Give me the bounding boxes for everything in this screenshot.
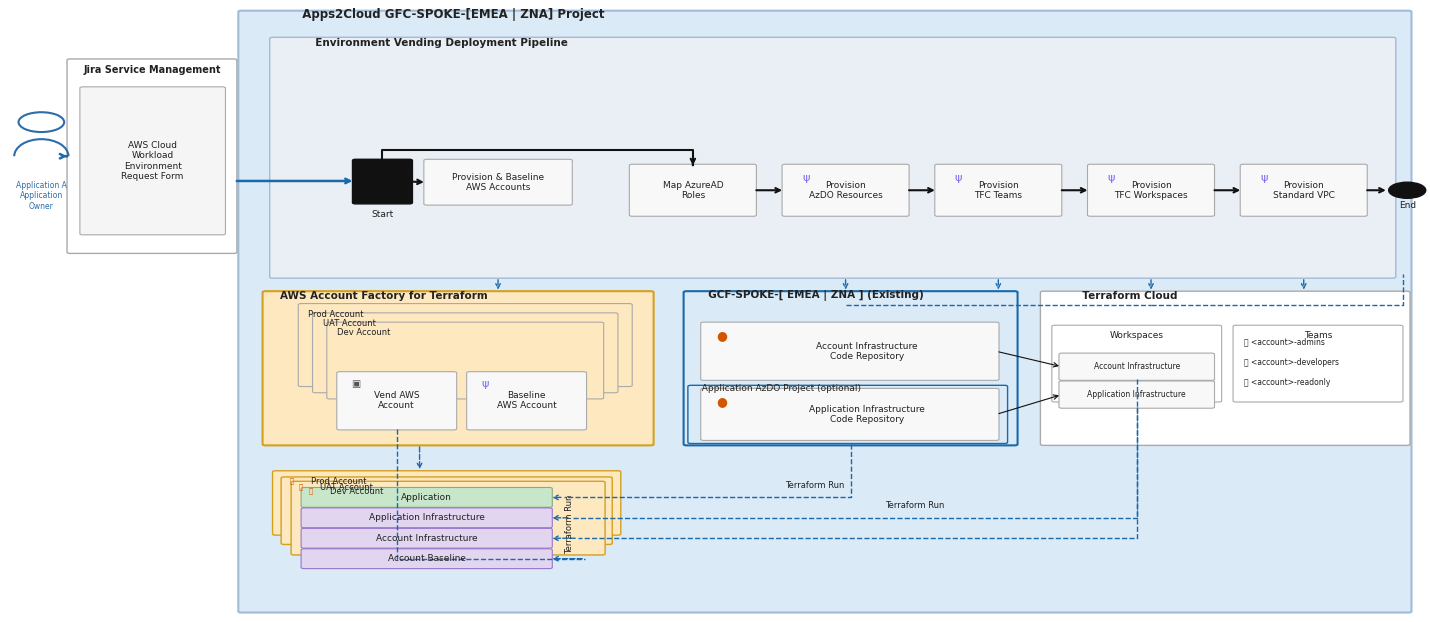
- FancyBboxPatch shape: [1087, 164, 1214, 216]
- Text: Apps2Cloud GFC-SPOKE-[EMEA | ZNA] Project: Apps2Cloud GFC-SPOKE-[EMEA | ZNA] Projec…: [295, 8, 605, 21]
- FancyBboxPatch shape: [1240, 164, 1367, 216]
- Text: Environment Vending Deployment Pipeline: Environment Vending Deployment Pipeline: [309, 39, 568, 49]
- Text: ψ: ψ: [1260, 173, 1267, 183]
- FancyBboxPatch shape: [282, 477, 612, 544]
- FancyBboxPatch shape: [337, 372, 456, 430]
- Text: Provision
AzDO Resources: Provision AzDO Resources: [809, 180, 882, 200]
- Text: Account Baseline: Account Baseline: [388, 554, 466, 563]
- FancyBboxPatch shape: [239, 11, 1411, 613]
- FancyBboxPatch shape: [302, 508, 552, 527]
- Text: Application AzDO Project (optional): Application AzDO Project (optional): [696, 384, 861, 392]
- FancyBboxPatch shape: [1233, 325, 1403, 402]
- Circle shape: [1389, 182, 1426, 198]
- FancyBboxPatch shape: [299, 304, 632, 386]
- FancyBboxPatch shape: [1060, 381, 1214, 408]
- FancyBboxPatch shape: [423, 159, 572, 205]
- FancyBboxPatch shape: [270, 37, 1396, 278]
- Text: ⬛: ⬛: [309, 488, 313, 494]
- FancyBboxPatch shape: [313, 313, 618, 392]
- Text: Terraform Run: Terraform Run: [885, 501, 944, 510]
- Text: Prod Account: Prod Account: [312, 477, 366, 486]
- FancyBboxPatch shape: [327, 322, 603, 399]
- Text: 👤 <account>-admins: 👤 <account>-admins: [1244, 338, 1326, 346]
- Text: Map AzureAD
Roles: Map AzureAD Roles: [662, 180, 724, 200]
- Text: ⬛: ⬛: [299, 483, 303, 490]
- FancyBboxPatch shape: [935, 164, 1062, 216]
- FancyBboxPatch shape: [1041, 291, 1410, 445]
- Text: Application Infrastructure: Application Infrastructure: [1087, 390, 1185, 399]
- FancyBboxPatch shape: [1060, 353, 1214, 380]
- FancyBboxPatch shape: [263, 291, 654, 445]
- Text: ψ: ψ: [480, 379, 488, 389]
- FancyBboxPatch shape: [273, 471, 621, 535]
- FancyBboxPatch shape: [684, 291, 1018, 445]
- Text: ψ: ψ: [1107, 173, 1115, 183]
- Text: Application A
Application
Owner: Application A Application Owner: [16, 181, 67, 211]
- FancyBboxPatch shape: [701, 388, 1000, 440]
- Text: UAT Account: UAT Account: [323, 319, 376, 328]
- Text: Workspaces: Workspaces: [1110, 332, 1164, 340]
- Text: ψ: ψ: [802, 173, 809, 183]
- Text: Vend AWS
Account: Vend AWS Account: [373, 391, 419, 411]
- Text: Start: Start: [372, 210, 393, 219]
- FancyBboxPatch shape: [80, 87, 226, 235]
- Text: ●: ●: [716, 395, 728, 408]
- Text: Terraform Cloud: Terraform Cloud: [1075, 291, 1177, 301]
- Text: GCF-SPOKE-[ EMEA | ZNA ] (Existing): GCF-SPOKE-[ EMEA | ZNA ] (Existing): [701, 290, 924, 301]
- Text: ▣: ▣: [350, 379, 360, 389]
- Text: Teams: Teams: [1304, 332, 1333, 340]
- Text: ●: ●: [716, 329, 728, 342]
- Text: Dev Account: Dev Account: [330, 488, 383, 496]
- Text: Application Infrastructure: Application Infrastructure: [369, 513, 485, 522]
- Text: Account Infrastructure: Account Infrastructure: [376, 534, 478, 543]
- Text: 👤 <account>-readonly: 👤 <account>-readonly: [1244, 378, 1331, 388]
- Text: Provision
Standard VPC: Provision Standard VPC: [1273, 180, 1334, 200]
- Text: Jira Service Management: Jira Service Management: [84, 65, 222, 75]
- Text: AWS Account Factory for Terraform: AWS Account Factory for Terraform: [280, 291, 488, 301]
- FancyBboxPatch shape: [292, 481, 605, 555]
- Text: 👤 <account>-developers: 👤 <account>-developers: [1244, 358, 1340, 367]
- FancyBboxPatch shape: [302, 488, 552, 508]
- Text: Provision & Baseline
AWS Accounts: Provision & Baseline AWS Accounts: [452, 172, 545, 192]
- Text: ⬛: ⬛: [290, 477, 295, 483]
- FancyBboxPatch shape: [302, 549, 552, 569]
- Text: Prod Account: Prod Account: [309, 310, 363, 318]
- FancyBboxPatch shape: [782, 164, 909, 216]
- Text: UAT Account: UAT Account: [320, 483, 373, 492]
- FancyBboxPatch shape: [67, 59, 237, 253]
- FancyBboxPatch shape: [688, 385, 1008, 443]
- FancyBboxPatch shape: [352, 159, 412, 204]
- Text: Application: Application: [402, 493, 452, 502]
- Text: Dev Account: Dev Account: [337, 328, 390, 337]
- FancyBboxPatch shape: [1052, 325, 1221, 402]
- Text: Baseline
AWS Account: Baseline AWS Account: [496, 391, 556, 411]
- Text: Account Infrastructure
Code Repository: Account Infrastructure Code Repository: [817, 341, 918, 361]
- Text: Provision
TFC Teams: Provision TFC Teams: [974, 180, 1022, 200]
- Text: Account Infrastructure: Account Infrastructure: [1094, 362, 1180, 371]
- Text: Application Infrastructure
Code Repository: Application Infrastructure Code Reposito…: [809, 405, 925, 424]
- FancyBboxPatch shape: [302, 528, 552, 548]
- Text: End: End: [1399, 202, 1416, 210]
- Text: AWS Cloud
Workload
Environment
Request Form: AWS Cloud Workload Environment Request F…: [122, 141, 184, 181]
- Text: Provision
TFC Workspaces: Provision TFC Workspaces: [1114, 180, 1188, 200]
- Text: ψ: ψ: [955, 173, 962, 183]
- FancyBboxPatch shape: [701, 322, 1000, 380]
- Text: Terraform Run: Terraform Run: [785, 481, 845, 490]
- Text: Terraform Run: Terraform Run: [565, 495, 573, 554]
- FancyBboxPatch shape: [629, 164, 756, 216]
- FancyBboxPatch shape: [466, 372, 586, 430]
